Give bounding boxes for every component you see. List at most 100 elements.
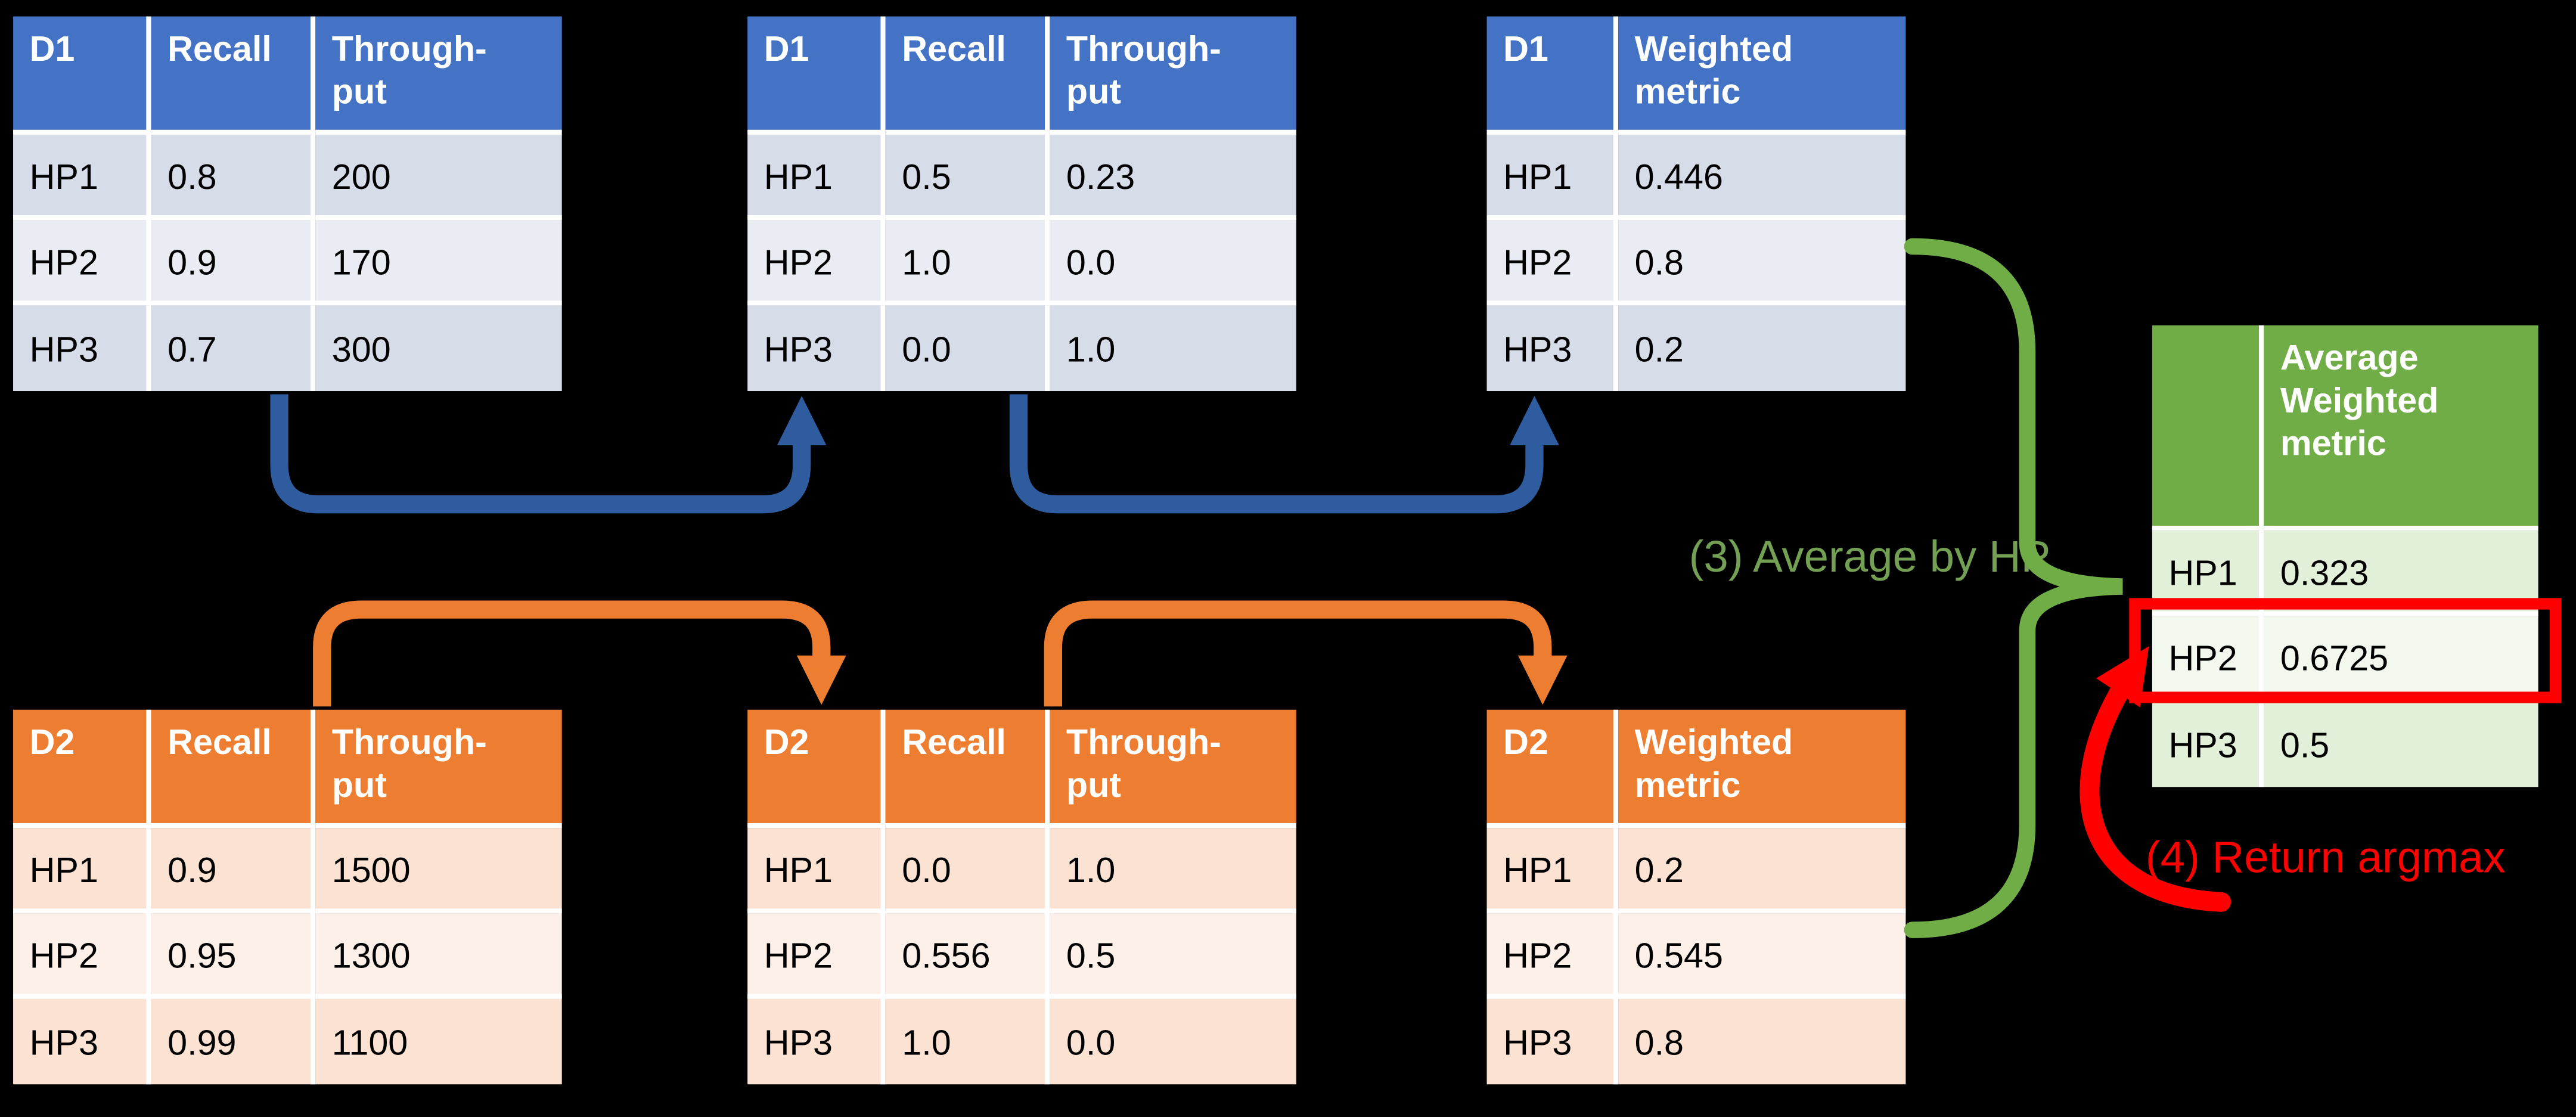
header-cell: Recall: [885, 709, 1050, 829]
header-row: D1 Weighted metric: [1486, 16, 1906, 135]
header-row: D2 Recall Through- put: [13, 709, 562, 829]
average-brace-icon: [1904, 238, 2123, 938]
header-cell: D2: [1486, 709, 1619, 829]
table-d1-normalized: D1 Recall Through- put HP1 0.5 0.23 HP2 …: [747, 16, 1296, 392]
header-cell: D2: [747, 709, 886, 829]
header-row: D1 Recall Through- put: [747, 16, 1296, 135]
table-row: HP2 1.0 0.0: [747, 220, 1296, 306]
row-label: HP1: [747, 135, 886, 221]
table-row: HP1 0.5 0.23: [747, 135, 1296, 221]
header-cell: Through- put: [315, 709, 562, 829]
header-cell: Recall: [151, 709, 316, 829]
arrow-d2-raw-to-norm-icon: [313, 600, 846, 707]
table-row: HP3 0.7 300: [13, 305, 562, 392]
table-row: HP2 0.545: [1486, 913, 1906, 999]
value-cell: 0.99: [151, 998, 316, 1085]
value-cell: 0.2: [1618, 305, 1906, 392]
table-d2-raw: D2 Recall Through- put HP1 0.9 1500 HP2 …: [13, 709, 562, 1085]
row-label: HP2: [13, 220, 151, 306]
value-cell: 1.0: [1050, 305, 1296, 392]
table-row: HP1 0.9 1500: [13, 828, 562, 914]
value-cell: 0.5: [2264, 701, 2538, 787]
value-cell: 0.8: [1618, 220, 1906, 306]
header-cell: Weighted metric: [1618, 16, 1906, 135]
header-cell: Through- put: [1050, 709, 1296, 829]
value-cell: 1.0: [885, 220, 1050, 306]
table-d2-weighted: D2 Weighted metric HP1 0.2 HP2 0.545 HP3…: [1486, 709, 1906, 1085]
row-label: HP2: [1486, 913, 1619, 999]
row-label: HP3: [747, 998, 886, 1085]
row-label: HP3: [1486, 305, 1619, 392]
value-cell: 0.9: [151, 828, 316, 914]
value-cell: 0.0: [885, 305, 1050, 392]
value-cell: 1300: [315, 913, 562, 999]
arrow-d1-raw-to-norm-icon: [270, 394, 827, 514]
table-row: HP3 1.0 0.0: [747, 998, 1296, 1085]
table-row: HP1 0.446: [1486, 135, 1906, 221]
value-cell: 0.23: [1050, 135, 1296, 221]
value-cell: 1.0: [885, 998, 1050, 1085]
row-label: HP2: [747, 913, 886, 999]
table-row: HP3 0.2: [1486, 305, 1906, 392]
value-cell: 170: [315, 220, 562, 306]
row-label: HP1: [1486, 135, 1619, 221]
row-label: HP2: [1486, 220, 1619, 306]
table-row: HP1 0.8 200: [13, 135, 562, 221]
value-cell: 1100: [315, 998, 562, 1085]
value-cell: 0.8: [151, 135, 316, 221]
arrow-d2-norm-to-weighted-icon: [1044, 600, 1568, 707]
header-row: D1 Recall Through- put: [13, 16, 562, 135]
value-cell: 0.0: [885, 828, 1050, 914]
value-cell: 0.9: [151, 220, 316, 306]
value-cell: 0.95: [151, 913, 316, 999]
value-cell: 0.0: [1050, 998, 1296, 1085]
value-cell: 0.446: [1618, 135, 1906, 221]
value-cell: 200: [315, 135, 562, 221]
average-by-hp-label: (3) Average by HP: [1689, 532, 2051, 582]
value-cell: 0.7: [151, 305, 316, 392]
row-label: HP2: [747, 220, 886, 306]
header-cell: D2: [13, 709, 151, 829]
value-cell: 0.2: [1618, 828, 1906, 914]
row-label: HP3: [2152, 701, 2264, 787]
table-average-weighted: Average Weighted metric HP1 0.323 HP2 0.…: [2152, 325, 2538, 787]
header-cell: Weighted metric: [1618, 709, 1906, 829]
value-cell: 300: [315, 305, 562, 392]
value-cell: 1.0: [1050, 828, 1296, 914]
table-row: HP1 0.2: [1486, 828, 1906, 914]
value-cell: 0.0: [1050, 220, 1296, 306]
row-label: HP1: [13, 135, 151, 221]
argmax-highlight-box: [2129, 598, 2562, 703]
value-cell: 0.8: [1618, 998, 1906, 1085]
row-label: HP3: [1486, 998, 1619, 1085]
return-argmax-label: (4) Return argmax: [2145, 833, 2506, 883]
table-row: HP2 0.9 170: [13, 220, 562, 306]
value-cell: 1500: [315, 828, 562, 914]
row-label: HP3: [13, 998, 151, 1085]
table-d1-weighted: D1 Weighted metric HP1 0.446 HP2 0.8 HP3…: [1486, 16, 1906, 392]
header-cell: Through- put: [315, 16, 562, 135]
table-d1-raw: D1 Recall Through- put HP1 0.8 200 HP2 0…: [13, 16, 562, 392]
header-row: D2 Weighted metric: [1486, 709, 1906, 829]
header-row: Average Weighted metric: [2152, 325, 2538, 531]
row-label: HP3: [13, 305, 151, 392]
header-cell: Average Weighted metric: [2264, 325, 2538, 531]
header-cell: Through- put: [1050, 16, 1296, 135]
row-label: HP2: [13, 913, 151, 999]
table-row: HP3 0.0 1.0: [747, 305, 1296, 392]
value-cell: 0.5: [1050, 913, 1296, 999]
table-row: HP3 0.5: [2152, 701, 2538, 787]
value-cell: 0.545: [1618, 913, 1906, 999]
row-label: HP1: [747, 828, 886, 914]
table-row: HP3 0.8: [1486, 998, 1906, 1085]
value-cell: 0.556: [885, 913, 1050, 999]
table-d2-normalized: D2 Recall Through- put HP1 0.0 1.0 HP2 0…: [747, 709, 1296, 1085]
table-row: HP2 0.556 0.5: [747, 913, 1296, 999]
header-cell: D1: [747, 16, 886, 135]
header-row: D2 Recall Through- put: [747, 709, 1296, 829]
table-row: HP2 0.8: [1486, 220, 1906, 306]
table-row: HP1 0.0 1.0: [747, 828, 1296, 914]
header-cell: Recall: [151, 16, 316, 135]
header-cell-blank: [2152, 325, 2264, 531]
